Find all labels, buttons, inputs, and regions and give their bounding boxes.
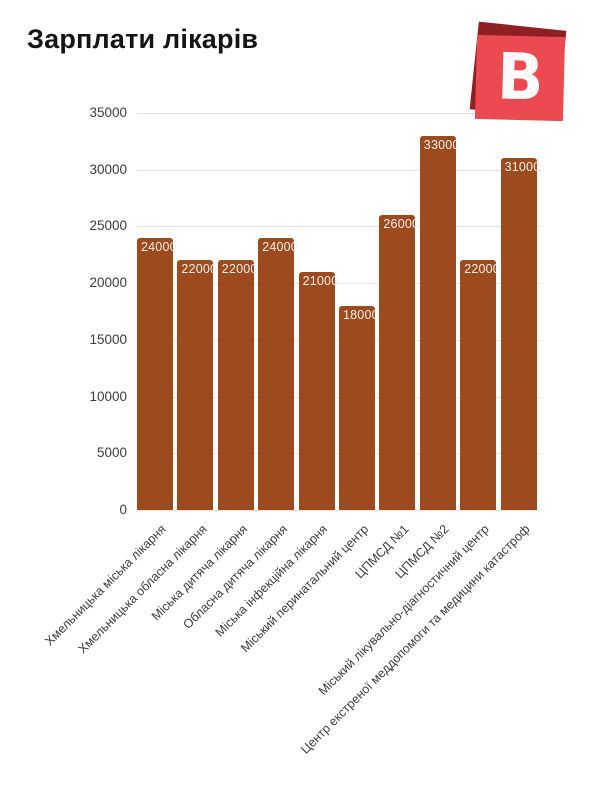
logo-front-panel: B [474,34,566,122]
bar-value-label: 22000 [221,262,258,277]
bar: 26000 [379,215,419,510]
logo-letter: B [495,40,545,116]
bar-value-label: 24000 [262,239,298,254]
y-axis-tick-label: 15000 [89,331,127,347]
bar: 31000 [500,158,540,510]
y-axis-tick-label: 30000 [89,161,127,177]
bar-value-label: 22000 [464,262,500,277]
bar-value-label: 26000 [383,217,420,232]
bar: 33000 [419,135,459,510]
bar: 22000 [460,260,500,510]
bar: 22000 [177,260,217,510]
bar-value-label: 18000 [343,307,379,322]
bar: 24000 [137,237,177,510]
bar: 21000 [298,271,338,510]
gridline [137,283,541,285]
bar: 22000 [217,260,257,510]
brand-logo: B [468,18,570,124]
bar: 18000 [339,305,379,510]
gridline [137,113,541,114]
bar-value-label: 33000 [423,137,460,152]
y-axis-tick-label: 0 [119,502,127,517]
bar: 24000 [258,237,298,510]
y-axis-tick-label: 10000 [89,388,127,404]
y-axis-tick-label: 35000 [89,105,127,120]
gridline [137,510,541,511]
bar-value-label: 22000 [181,262,218,277]
page-title: Зарплати лікарів [27,24,259,54]
y-axis-tick-label: 5000 [96,445,127,461]
bar-value-label: 24000 [141,239,177,254]
bar-value-label: 21000 [302,273,339,288]
y-axis-tick-label: 20000 [89,275,127,291]
y-axis-tick-label: 25000 [89,218,127,234]
bar-value-label: 31000 [504,160,541,175]
gridline [137,169,541,171]
gridline [137,226,541,228]
